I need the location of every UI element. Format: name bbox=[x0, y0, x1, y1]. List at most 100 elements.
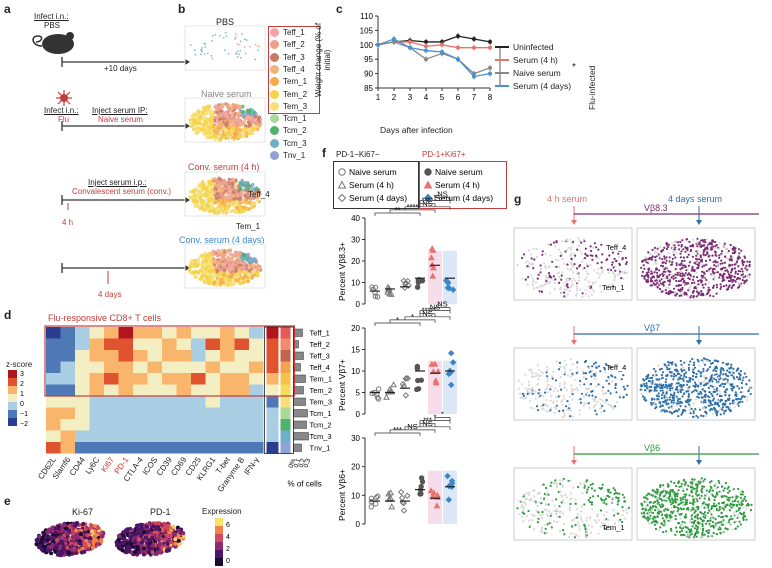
g-umap-point bbox=[677, 280, 680, 283]
b-umap-point bbox=[237, 263, 242, 268]
c-legend-label: Serum (4 h) bbox=[513, 55, 558, 65]
g-umap-point bbox=[544, 252, 547, 255]
g-umap-point bbox=[567, 277, 570, 280]
b-umap-point bbox=[214, 196, 218, 201]
b-umap-point bbox=[189, 121, 193, 125]
d-heatmap-cell bbox=[118, 327, 133, 339]
d-heatmap-cell bbox=[249, 430, 264, 442]
g-umap-point bbox=[732, 374, 736, 377]
b-umap-point bbox=[188, 264, 192, 269]
e-umap-point bbox=[42, 544, 47, 549]
g-umap-point bbox=[524, 261, 527, 264]
g-umap-point bbox=[532, 267, 535, 270]
d-heatmap-cell bbox=[46, 373, 61, 385]
g-umap-point bbox=[659, 246, 662, 249]
g-umap-point bbox=[720, 408, 724, 411]
g-umap-point bbox=[611, 380, 614, 383]
g-umap-point bbox=[581, 392, 584, 395]
f-ytick-label: 20 bbox=[351, 324, 360, 333]
g-umap-point bbox=[659, 382, 662, 385]
g-umap-point bbox=[672, 397, 675, 400]
g-umap-point bbox=[566, 389, 569, 392]
d-row-label: Teff_1 bbox=[310, 329, 330, 338]
f-sig-bracket bbox=[389, 429, 436, 433]
g-umap-point bbox=[615, 401, 619, 404]
g-umap-point bbox=[612, 285, 615, 288]
g-umap-point bbox=[739, 270, 742, 273]
b-umap-point bbox=[234, 36, 237, 39]
g-umap-point bbox=[579, 383, 582, 387]
g-umap-point bbox=[734, 391, 737, 394]
e-umap-point bbox=[173, 537, 178, 542]
g-umap-point bbox=[708, 359, 711, 362]
g-umap-point bbox=[576, 289, 579, 292]
g-umap-point bbox=[708, 270, 711, 273]
e-scale-swatch bbox=[215, 550, 223, 558]
d-heatmap-cell bbox=[118, 407, 133, 419]
g-umap-point bbox=[575, 371, 578, 374]
e-umap-point bbox=[115, 541, 120, 546]
b-umap-point bbox=[199, 200, 204, 204]
b-umap-point bbox=[236, 50, 239, 53]
g-umap-point bbox=[622, 277, 625, 280]
g-umap-point bbox=[734, 270, 737, 273]
d-cluster-color bbox=[280, 327, 291, 339]
g-umap-point bbox=[601, 270, 604, 273]
b-umap-point bbox=[238, 53, 241, 56]
g-umap-point bbox=[745, 383, 748, 386]
b-umap-point bbox=[223, 201, 227, 205]
g-arrow-left-head bbox=[571, 220, 577, 225]
g-umap-point bbox=[578, 409, 581, 412]
g-umap-point bbox=[735, 376, 739, 379]
b-umap-point bbox=[228, 269, 232, 274]
d-heatmap-cell bbox=[191, 419, 206, 431]
f-ylabel: Percent Vβ8.3+ bbox=[337, 242, 347, 301]
g-umap-point bbox=[527, 380, 530, 383]
f-data-point bbox=[415, 377, 421, 384]
e-umap-point bbox=[128, 541, 133, 546]
g-umap-point bbox=[563, 366, 566, 369]
g-umap-point bbox=[703, 264, 706, 267]
d-heatmap-cell bbox=[176, 430, 191, 442]
g-umap-point bbox=[599, 398, 602, 401]
d-cluster-strip bbox=[266, 373, 279, 385]
d-heatmap-cell bbox=[191, 361, 206, 373]
d-heatmap-cell bbox=[89, 327, 104, 339]
g-umap-point bbox=[730, 274, 733, 277]
g-umap-point bbox=[570, 257, 573, 260]
g-umap-point bbox=[567, 408, 570, 412]
b-umap-point bbox=[250, 192, 255, 196]
g-umap-point bbox=[698, 261, 701, 264]
g-umap-point bbox=[721, 267, 724, 270]
d-heatmap-cell bbox=[46, 442, 61, 454]
f-data-point bbox=[376, 386, 382, 392]
d-cluster-color bbox=[280, 396, 291, 408]
g-umap-point bbox=[540, 405, 543, 408]
panel-label-f: f bbox=[322, 146, 326, 160]
g-umap-point bbox=[579, 380, 582, 383]
e-umap-point bbox=[152, 530, 157, 535]
f-legend-right-box bbox=[419, 161, 507, 209]
g-umap-point bbox=[542, 408, 545, 411]
d-heatmap-cell bbox=[147, 396, 162, 408]
g-umap-point bbox=[546, 277, 549, 280]
g-umap-point bbox=[571, 372, 574, 375]
g-umap-point bbox=[559, 288, 562, 291]
g-umap-point bbox=[524, 387, 527, 390]
g-umap-point bbox=[695, 295, 698, 298]
g-umap-point bbox=[575, 285, 578, 288]
f-ytick-label: 20 bbox=[351, 257, 360, 266]
g-umap-point bbox=[667, 292, 671, 296]
g-umap-point bbox=[668, 383, 671, 386]
g-umap-point bbox=[691, 238, 694, 241]
e-umap-point bbox=[99, 539, 104, 544]
b-umap-point bbox=[218, 268, 223, 272]
g-umap-point bbox=[674, 388, 678, 391]
g-umap-point bbox=[699, 254, 702, 257]
g-umap-point bbox=[557, 271, 560, 274]
g-umap-point bbox=[570, 384, 573, 387]
d-scale-tick: −2 bbox=[20, 421, 28, 428]
g-umap-point bbox=[614, 384, 617, 387]
g-umap-point bbox=[704, 254, 707, 257]
g-umap-point bbox=[575, 294, 578, 297]
